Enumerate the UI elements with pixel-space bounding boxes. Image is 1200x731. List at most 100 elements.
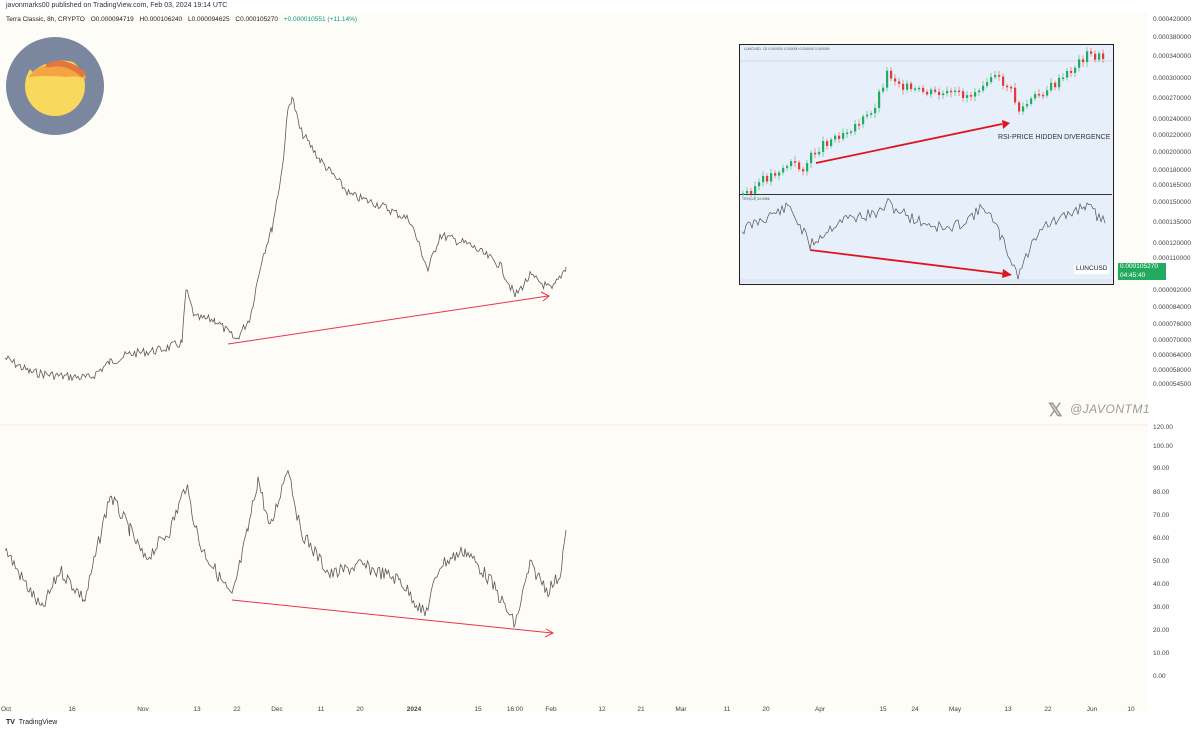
inset-candle [938, 91, 941, 96]
inset-candle [946, 90, 949, 94]
inset-candle [862, 116, 865, 125]
inset-candle [986, 82, 989, 86]
inset-candle [1070, 70, 1073, 73]
price-tick-label: 0.000076000 [1153, 321, 1191, 328]
inset-candle [782, 167, 785, 173]
inset-candle [1094, 53, 1097, 60]
terra-moon-icon [25, 52, 86, 116]
inset-candle [1066, 70, 1069, 78]
inset-title: LUNCUSD, 1D 0.000000 0.000000 0.000000 0… [744, 47, 830, 51]
inset-candles [742, 47, 1105, 200]
time-tick-label: Apr [814, 706, 826, 713]
time-tick-label: 22 [233, 706, 241, 713]
inset-candle [942, 93, 945, 96]
inset-candle [774, 173, 777, 176]
price-tag-countdown: 04:45:40 [1120, 271, 1146, 279]
inset-candle [846, 132, 849, 135]
inset-candle [918, 87, 921, 90]
inset-candle [882, 87, 885, 92]
price-tick-label: 0.000165000 [1153, 182, 1191, 189]
inset-candle [898, 81, 901, 84]
footer-brand: TradingView [18, 719, 58, 726]
time-tick-label: 22 [1044, 706, 1052, 713]
inset-candle [1090, 51, 1093, 54]
inset-candle [838, 135, 841, 139]
inset-candle [842, 133, 845, 139]
price-tick-label: 0.000200000 [1153, 149, 1191, 156]
inset-candle [1058, 77, 1061, 88]
inset-candle [1054, 82, 1057, 88]
rsi-tick-label: 0.00 [1153, 673, 1166, 680]
inset-candle [950, 90, 953, 93]
rsi-tick-label: 60.00 [1153, 535, 1170, 542]
time-tick-label: 11 [317, 706, 325, 713]
legend-close: C0.000105270 [235, 16, 279, 23]
price-tick-label: 0.000300000 [1153, 75, 1191, 82]
inset-rsi-line [741, 198, 1106, 280]
rsi-tick-label: 120.00 [1153, 424, 1173, 431]
time-tick-label: Jun [1086, 706, 1098, 713]
legend-change: +0.000010551 (+11.14%) [283, 16, 358, 23]
legend-high: H0.000106240 [139, 16, 183, 23]
price-tag-symbol: LUNCUSD [1074, 265, 1110, 274]
inset-candle [754, 186, 757, 194]
rsi-tick-label: 70.00 [1153, 512, 1170, 519]
rsi-tick-label: 20.00 [1153, 627, 1170, 634]
inset-daily-chart: LUNCUSD, 1D 0.000000 0.000000 0.000000 0… [739, 44, 1114, 285]
inset-candle [926, 91, 929, 95]
inset-candle [1082, 59, 1085, 63]
inset-candle [1062, 77, 1065, 80]
inset-candle [894, 78, 897, 82]
inset-rsi-arrow [809, 249, 1012, 278]
price-tick-label: 0.000270000 [1153, 95, 1191, 102]
legend-symbol: Terra Classic, 8h, CRYPTO [6, 16, 85, 23]
inset-candle [1026, 103, 1029, 107]
time-tick-label: 24 [911, 706, 919, 713]
price-tick-label: 0.000420000 [1153, 16, 1191, 23]
inset-candle [874, 108, 877, 114]
rsi-series-line [4, 469, 567, 629]
inset-candle [806, 163, 809, 172]
inset-candle [746, 190, 749, 194]
inset-candle [822, 141, 825, 152]
inset-candle [826, 141, 829, 146]
price-divergence-arrow [227, 291, 550, 345]
time-tick-label: 20 [762, 706, 770, 713]
inset-candle [1098, 53, 1101, 60]
inset-rsi-title: RSI(14) 34.9956 [744, 197, 770, 201]
inset-candle [982, 85, 985, 91]
x-logo-icon: 𝕏 [1048, 400, 1063, 420]
time-tick-label: 13 [1004, 706, 1012, 713]
inset-candle [1086, 51, 1089, 63]
inset-candle [850, 131, 853, 133]
inset-candle [970, 95, 973, 97]
inset-candle [770, 173, 773, 182]
rsi-tick-label: 30.00 [1153, 604, 1170, 611]
inset-candle [1102, 53, 1105, 59]
inset-candle [794, 161, 797, 163]
price-tick-label: 0.000120000 [1153, 240, 1191, 247]
tradingview-logo-icon: TV [6, 719, 15, 726]
inset-candle [1002, 76, 1005, 86]
inset-candle [834, 135, 837, 140]
inset-candle [902, 83, 905, 90]
time-tick-label: 2024 [406, 706, 422, 713]
watermark-handle: @JAVONTM1 [1070, 402, 1151, 416]
inset-candle [1038, 94, 1041, 96]
inset-candle [958, 90, 961, 93]
time-tick-label: 16:00 [506, 706, 524, 713]
inset-candle [870, 113, 873, 115]
inset-candle [886, 70, 889, 88]
price-tick-label: 0.000135000 [1153, 219, 1191, 226]
time-tick-label: May [948, 706, 962, 713]
inset-candle [1018, 102, 1021, 112]
time-tick-label: Feb [545, 706, 557, 713]
inset-candle [1014, 87, 1017, 103]
inset-candle [858, 123, 861, 126]
inset-candle [742, 193, 745, 195]
last-price-tag: LUNCUSD 0.000105270 04:45:40 [1074, 263, 1166, 280]
inset-candle [962, 91, 965, 99]
inset-candle [978, 90, 981, 93]
inset-candle [790, 161, 793, 167]
